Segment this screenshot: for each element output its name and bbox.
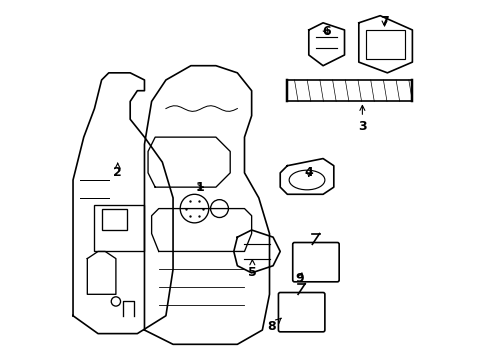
Text: 8: 8: [267, 318, 281, 333]
Text: 1: 1: [195, 181, 204, 194]
Text: 6: 6: [322, 25, 330, 38]
Text: 4: 4: [304, 166, 312, 179]
Text: 9: 9: [295, 272, 304, 285]
Text: 3: 3: [357, 105, 366, 133]
Text: 5: 5: [247, 260, 256, 279]
Text: 7: 7: [379, 14, 388, 27]
Text: 2: 2: [113, 163, 122, 179]
